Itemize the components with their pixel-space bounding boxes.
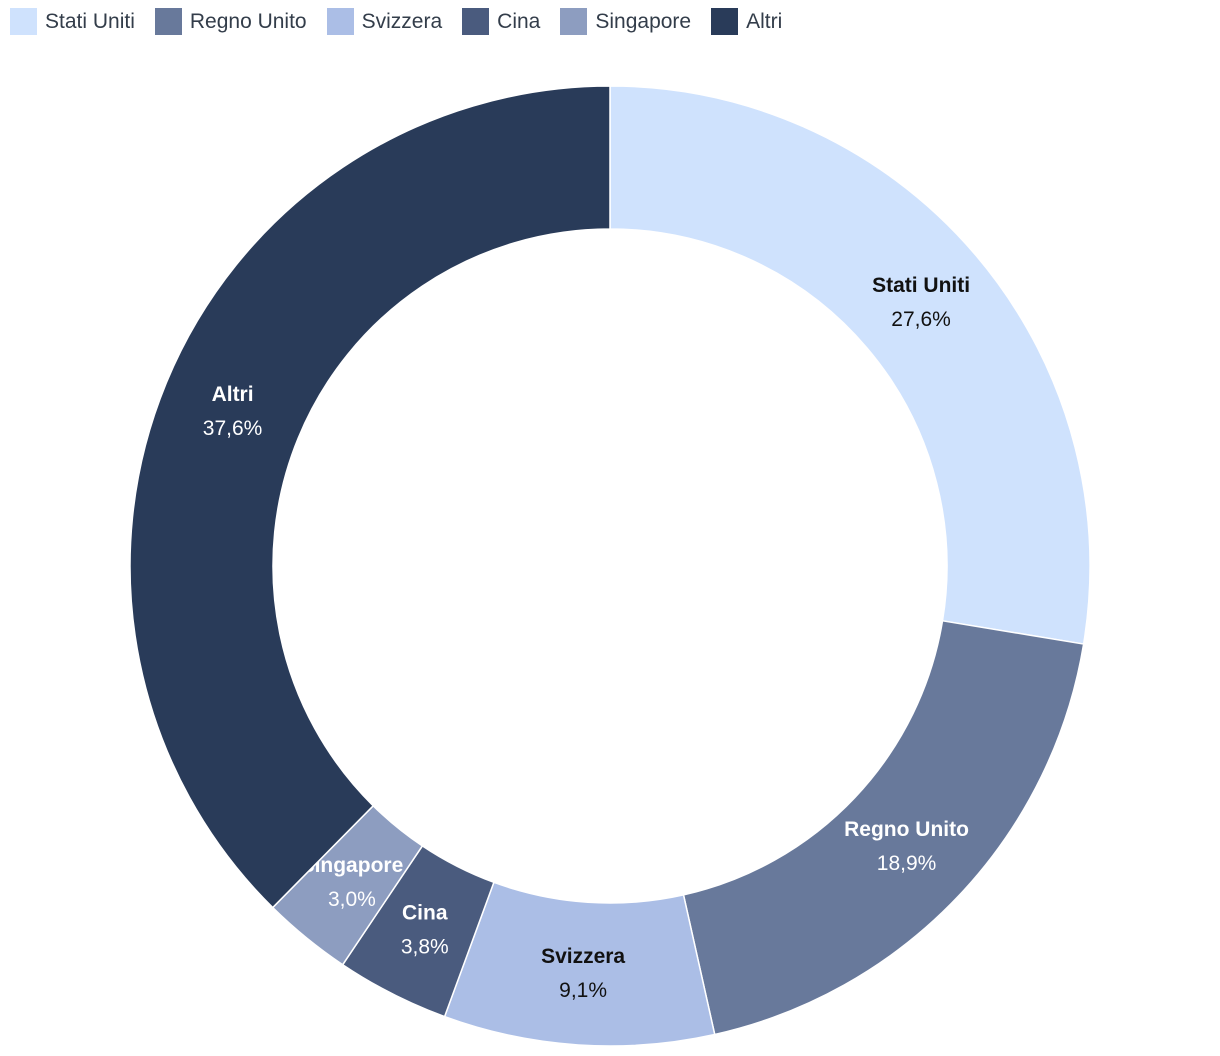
- legend-item[interactable]: Svizzera: [326, 8, 443, 35]
- legend-item[interactable]: Stati Uniti: [10, 8, 135, 35]
- legend-item[interactable]: Cina: [462, 8, 540, 35]
- slice-label: Singapore: [301, 854, 404, 877]
- slice-label: Stati Uniti: [872, 274, 970, 297]
- slice-value-label: 27,6%: [891, 308, 951, 331]
- legend-swatch: [560, 8, 588, 35]
- legend: Stati Uniti Regno Unito Svizzera Cina Singap…: [10, 8, 802, 35]
- slice-value-label: 18,9%: [877, 852, 937, 875]
- legend-item[interactable]: Altri: [711, 8, 782, 35]
- legend-item[interactable]: Regno Unito: [154, 8, 307, 35]
- legend-swatch: [10, 8, 37, 35]
- legend-item[interactable]: Singapore: [560, 8, 691, 35]
- legend-label: Stati Uniti: [45, 9, 135, 33]
- slice-regno-unito[interactable]: [682, 619, 1085, 1036]
- slice-value-label: 3,8%: [401, 936, 449, 959]
- slice-label: Altri: [212, 383, 254, 406]
- slice-value-label: 3,0%: [328, 888, 376, 911]
- slice-value-label: 37,6%: [203, 417, 263, 440]
- legend-label: Altri: [746, 9, 783, 33]
- legend-label: Cina: [497, 9, 541, 33]
- slice-label: Regno Unito: [844, 818, 969, 841]
- slice-altri[interactable]: [129, 85, 611, 909]
- legend-swatch: [326, 8, 354, 35]
- legend-swatch: [711, 8, 739, 35]
- legend-label: Svizzera: [361, 9, 443, 33]
- slice-value-label: 9,1%: [559, 979, 607, 1002]
- legend-label: Singapore: [595, 9, 692, 33]
- legend-label: Regno Unito: [189, 9, 307, 33]
- slice-label: Cina: [402, 902, 448, 925]
- legend-swatch: [154, 8, 182, 35]
- slice-label: Svizzera: [541, 945, 625, 968]
- legend-swatch: [462, 8, 490, 35]
- slice-stati-uniti[interactable]: [609, 85, 1091, 645]
